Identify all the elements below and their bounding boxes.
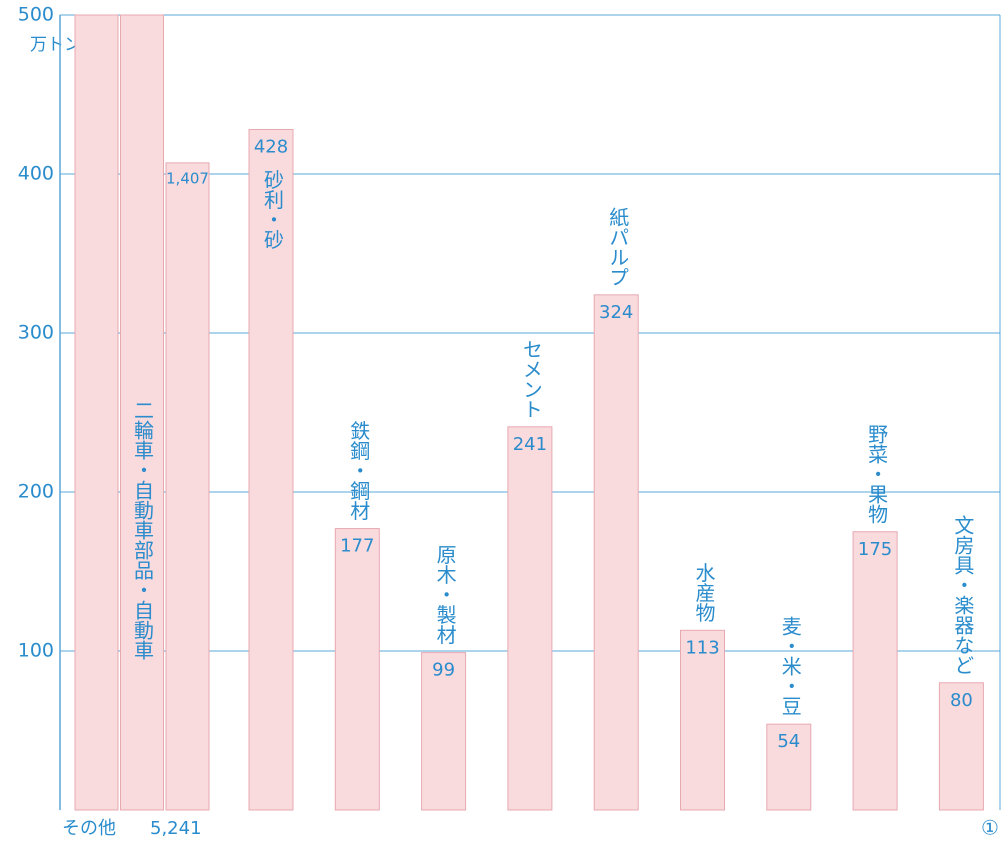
annotation: その他: [62, 818, 116, 839]
bar: [334, 528, 380, 811]
bar: [507, 426, 553, 811]
category-label: セメント: [519, 339, 543, 419]
value-label: 113: [685, 637, 719, 658]
bar: [248, 128, 294, 811]
y-tick-label: 300: [18, 322, 54, 344]
annotation: 5,241: [150, 818, 202, 839]
category-label: 原木・製材: [433, 545, 457, 645]
bar: [165, 162, 210, 811]
bar: [852, 531, 898, 811]
y-tick-label: 200: [18, 481, 54, 503]
bar: [938, 682, 984, 811]
category-label: 紙パルプ: [606, 206, 630, 286]
value-label: 177: [340, 536, 374, 557]
value-label: 1,407: [166, 169, 209, 187]
category-label: 二輪車・自動車部品・自動車: [131, 400, 155, 660]
unit-label: 万トン: [30, 35, 81, 55]
bar: [421, 652, 467, 811]
category-label: 水産物: [692, 562, 716, 622]
bar: [680, 629, 725, 811]
value-label: 324: [599, 302, 633, 323]
category-label: 野菜・果物: [865, 424, 889, 524]
y-tick-label: 100: [18, 640, 54, 662]
value-label: 80: [950, 690, 973, 711]
value-label: 99: [432, 660, 455, 681]
page-number: ①: [981, 816, 999, 840]
bar: [593, 294, 639, 811]
value-label: 54: [777, 731, 800, 752]
category-label: 麦・米・豆: [778, 616, 802, 716]
y-tick-label: 400: [18, 163, 54, 185]
bar: [74, 14, 119, 811]
value-label: 241: [513, 434, 547, 455]
value-label: 175: [858, 539, 892, 560]
category-label: 文房具・楽器など: [951, 514, 975, 674]
bar: [766, 723, 812, 811]
category-label: 鉄鋼・鋼材: [347, 420, 371, 520]
value-label: 428: [254, 136, 288, 157]
y-tick-label: 500: [18, 4, 54, 26]
bar: [120, 14, 164, 811]
category-label: 砂利・砂: [261, 169, 285, 249]
